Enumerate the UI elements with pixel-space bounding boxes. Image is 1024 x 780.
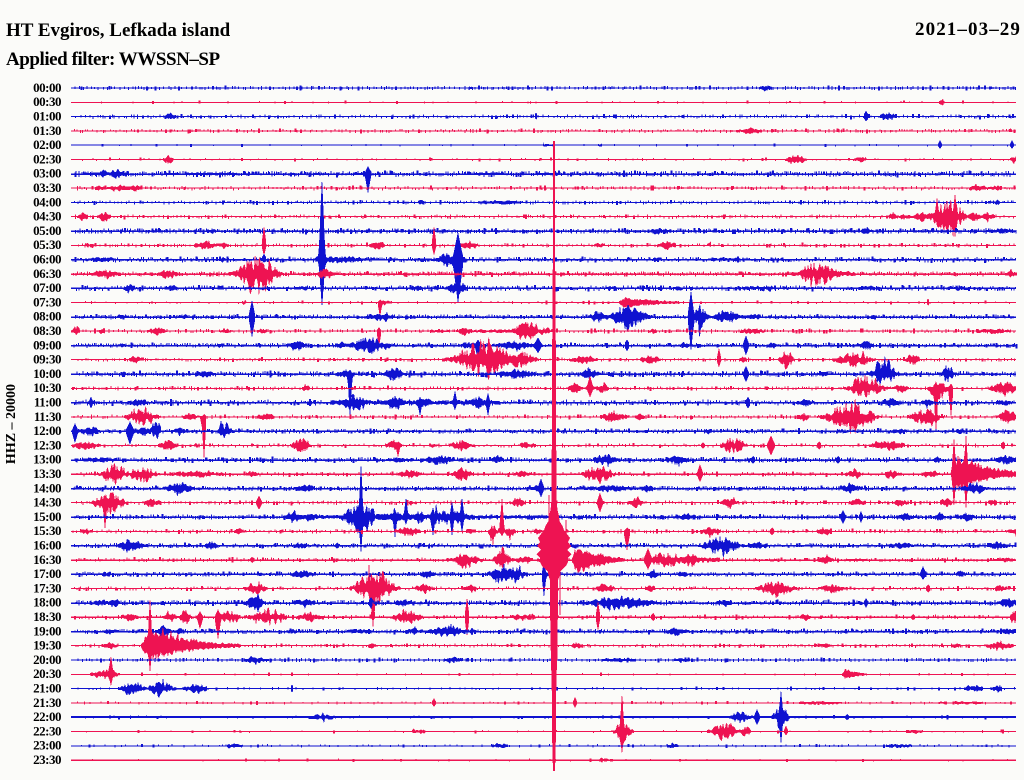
svg-text:12:00: 12:00 bbox=[33, 423, 61, 438]
svg-text:2021–03–29: 2021–03–29 bbox=[915, 19, 1021, 40]
svg-text:09:30: 09:30 bbox=[33, 352, 61, 367]
svg-text:17:30: 17:30 bbox=[33, 580, 61, 595]
svg-text:20:30: 20:30 bbox=[33, 666, 61, 681]
svg-text:04:00: 04:00 bbox=[33, 194, 61, 209]
svg-text:05:30: 05:30 bbox=[33, 237, 61, 252]
svg-text:08:30: 08:30 bbox=[33, 323, 61, 338]
svg-text:06:00: 06:00 bbox=[33, 252, 61, 267]
svg-text:11:30: 11:30 bbox=[34, 409, 61, 424]
svg-text:17:00: 17:00 bbox=[33, 566, 61, 581]
svg-text:04:30: 04:30 bbox=[33, 209, 61, 224]
svg-text:05:00: 05:00 bbox=[33, 223, 61, 238]
svg-text:16:00: 16:00 bbox=[33, 538, 61, 553]
svg-text:13:00: 13:00 bbox=[33, 452, 61, 467]
svg-text:20:00: 20:00 bbox=[33, 652, 61, 667]
svg-text:HT Evgiros, Lefkada island: HT Evgiros, Lefkada island bbox=[6, 20, 231, 41]
svg-text:00:00: 00:00 bbox=[33, 80, 61, 95]
svg-text:02:30: 02:30 bbox=[33, 151, 61, 166]
svg-text:06:30: 06:30 bbox=[33, 266, 61, 281]
svg-text:21:00: 21:00 bbox=[33, 681, 61, 696]
svg-text:15:30: 15:30 bbox=[33, 523, 61, 538]
svg-text:16:30: 16:30 bbox=[33, 552, 61, 567]
svg-text:23:00: 23:00 bbox=[33, 738, 61, 753]
svg-text:03:00: 03:00 bbox=[33, 166, 61, 181]
svg-text:09:00: 09:00 bbox=[33, 337, 61, 352]
svg-text:23:30: 23:30 bbox=[33, 752, 61, 767]
svg-text:Applied filter: WWSSN–SP: Applied filter: WWSSN–SP bbox=[6, 49, 221, 70]
svg-text:00:30: 00:30 bbox=[33, 94, 61, 109]
svg-text:15:00: 15:00 bbox=[33, 509, 61, 524]
svg-text:14:00: 14:00 bbox=[33, 480, 61, 495]
svg-text:HHZ – 20000: HHZ – 20000 bbox=[4, 384, 19, 464]
svg-text:21:30: 21:30 bbox=[33, 695, 61, 710]
svg-text:07:00: 07:00 bbox=[33, 280, 61, 295]
svg-text:22:00: 22:00 bbox=[33, 709, 61, 724]
svg-text:10:00: 10:00 bbox=[33, 366, 61, 381]
svg-text:07:30: 07:30 bbox=[33, 294, 61, 309]
svg-text:01:30: 01:30 bbox=[33, 123, 61, 138]
svg-text:14:30: 14:30 bbox=[33, 495, 61, 510]
svg-text:19:30: 19:30 bbox=[33, 638, 61, 653]
svg-text:13:30: 13:30 bbox=[33, 466, 61, 481]
svg-text:22:30: 22:30 bbox=[33, 723, 61, 738]
svg-text:02:00: 02:00 bbox=[33, 137, 61, 152]
svg-text:01:00: 01:00 bbox=[33, 109, 61, 124]
svg-text:18:00: 18:00 bbox=[33, 595, 61, 610]
svg-text:03:30: 03:30 bbox=[33, 180, 61, 195]
svg-text:12:30: 12:30 bbox=[33, 437, 61, 452]
svg-text:18:30: 18:30 bbox=[33, 609, 61, 624]
svg-text:11:00: 11:00 bbox=[34, 395, 61, 410]
svg-text:08:00: 08:00 bbox=[33, 309, 61, 324]
svg-text:10:30: 10:30 bbox=[33, 380, 61, 395]
svg-text:19:00: 19:00 bbox=[33, 623, 61, 638]
